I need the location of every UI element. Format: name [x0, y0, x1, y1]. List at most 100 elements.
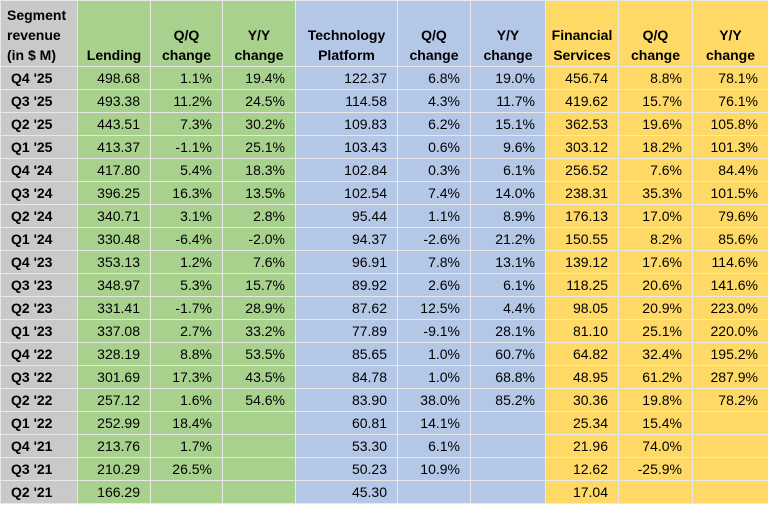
- value-cell: 493.38: [77, 89, 151, 113]
- value-cell: 12.62: [545, 457, 619, 481]
- value-cell: [397, 480, 471, 504]
- value-cell: 16.3%: [150, 181, 223, 205]
- value-cell: 21.96: [545, 434, 619, 458]
- value-cell: 337.08: [77, 319, 151, 343]
- value-cell: 1.7%: [150, 434, 223, 458]
- value-cell: -2.6%: [397, 227, 471, 251]
- value-cell: 1.2%: [150, 250, 223, 274]
- value-cell: 50.23: [295, 457, 398, 481]
- header-row: Segment revenue (in $ M) Lending Q/Q chang…: [0, 0, 768, 67]
- quarter-cell: Q2 '24: [0, 204, 78, 228]
- value-cell: 19.6%: [618, 112, 693, 136]
- value-cell: 30.2%: [222, 112, 296, 136]
- value-cell: 84.4%: [692, 158, 768, 182]
- value-cell: 35.3%: [618, 181, 693, 205]
- value-cell: 6.8%: [397, 66, 471, 90]
- table-row: Q2 '22 257.12 1.6% 54.6% 83.90 38.0% 85.2% 30.3…: [0, 388, 768, 412]
- table-body: Q4 '25 498.68 1.1% 19.4% 122.37 6.8% 19.0% 456.…: [0, 66, 768, 504]
- value-cell: 3.1%: [150, 204, 223, 228]
- quarter-cell: Q2 '22: [0, 388, 78, 412]
- value-cell: [692, 457, 768, 481]
- header-cell: Q/Q change: [618, 0, 693, 67]
- quarter-cell: Q3 '25: [0, 89, 78, 113]
- value-cell: 53.5%: [222, 342, 296, 366]
- header-cell: Q/Q change: [397, 0, 471, 67]
- value-cell: 11.7%: [470, 89, 546, 113]
- value-cell: 9.6%: [470, 135, 546, 159]
- value-cell: 28.1%: [470, 319, 546, 343]
- value-cell: 0.6%: [397, 135, 471, 159]
- value-cell: 4.4%: [470, 296, 546, 320]
- value-cell: [222, 480, 296, 504]
- value-cell: 287.9%: [692, 365, 768, 389]
- value-cell: 301.69: [77, 365, 151, 389]
- table-row: Q3 '25 493.38 11.2% 24.5% 114.58 4.3% 11.7% 419…: [0, 89, 768, 113]
- value-cell: 105.8%: [692, 112, 768, 136]
- quarter-cell: Q2 '21: [0, 480, 78, 504]
- value-cell: 13.1%: [470, 250, 546, 274]
- header-cell: Y/Y change: [470, 0, 546, 67]
- value-cell: 83.90: [295, 388, 398, 412]
- value-cell: 43.5%: [222, 365, 296, 389]
- value-cell: 340.71: [77, 204, 151, 228]
- quarter-cell: Q1 '22: [0, 411, 78, 435]
- value-cell: 26.5%: [150, 457, 223, 481]
- value-cell: 6.1%: [397, 434, 471, 458]
- value-cell: 60.7%: [470, 342, 546, 366]
- quarter-cell: Q1 '25: [0, 135, 78, 159]
- value-cell: 139.12: [545, 250, 619, 274]
- value-cell: 94.37: [295, 227, 398, 251]
- value-cell: -2.0%: [222, 227, 296, 251]
- value-cell: 79.6%: [692, 204, 768, 228]
- value-cell: [470, 457, 546, 481]
- value-cell: 60.81: [295, 411, 398, 435]
- value-cell: 81.10: [545, 319, 619, 343]
- header-cell: Technology Platform: [295, 0, 398, 67]
- value-cell: [692, 411, 768, 435]
- value-cell: 176.13: [545, 204, 619, 228]
- value-cell: 32.4%: [618, 342, 693, 366]
- table-row: Q2 '25 443.51 7.3% 30.2% 109.83 6.2% 15.1% 362.…: [0, 112, 768, 136]
- value-cell: 19.8%: [618, 388, 693, 412]
- value-cell: 33.2%: [222, 319, 296, 343]
- quarter-cell: Q2 '25: [0, 112, 78, 136]
- value-cell: 252.99: [77, 411, 151, 435]
- table-row: Q1 '23 337.08 2.7% 33.2% 77.89 -9.1% 28.1% 81.1…: [0, 319, 768, 343]
- value-cell: 17.04: [545, 480, 619, 504]
- value-cell: 7.6%: [222, 250, 296, 274]
- value-cell: [222, 434, 296, 458]
- table-row: Q4 '23 353.13 1.2% 7.6% 96.91 7.8% 13.1% 139.12…: [0, 250, 768, 274]
- value-cell: 17.6%: [618, 250, 693, 274]
- value-cell: -25.9%: [618, 457, 693, 481]
- value-cell: 84.78: [295, 365, 398, 389]
- value-cell: 1.0%: [397, 342, 471, 366]
- value-cell: 45.30: [295, 480, 398, 504]
- value-cell: 413.37: [77, 135, 151, 159]
- header-cell: Lending: [77, 0, 151, 67]
- quarter-cell: Q3 '24: [0, 181, 78, 205]
- value-cell: 114.6%: [692, 250, 768, 274]
- value-cell: 68.8%: [470, 365, 546, 389]
- value-cell: 7.4%: [397, 181, 471, 205]
- value-cell: 213.76: [77, 434, 151, 458]
- value-cell: 456.74: [545, 66, 619, 90]
- value-cell: 331.41: [77, 296, 151, 320]
- value-cell: 24.5%: [222, 89, 296, 113]
- value-cell: 7.6%: [618, 158, 693, 182]
- value-cell: -6.4%: [150, 227, 223, 251]
- value-cell: 85.2%: [470, 388, 546, 412]
- quarter-cell: Q4 '23: [0, 250, 78, 274]
- value-cell: 18.3%: [222, 158, 296, 182]
- value-cell: 362.53: [545, 112, 619, 136]
- value-cell: 419.62: [545, 89, 619, 113]
- value-cell: 7.8%: [397, 250, 471, 274]
- value-cell: 6.2%: [397, 112, 471, 136]
- value-cell: 443.51: [77, 112, 151, 136]
- value-cell: 220.0%: [692, 319, 768, 343]
- value-cell: 0.3%: [397, 158, 471, 182]
- value-cell: 396.25: [77, 181, 151, 205]
- value-cell: 328.19: [77, 342, 151, 366]
- value-cell: 238.31: [545, 181, 619, 205]
- value-cell: 28.9%: [222, 296, 296, 320]
- value-cell: 76.1%: [692, 89, 768, 113]
